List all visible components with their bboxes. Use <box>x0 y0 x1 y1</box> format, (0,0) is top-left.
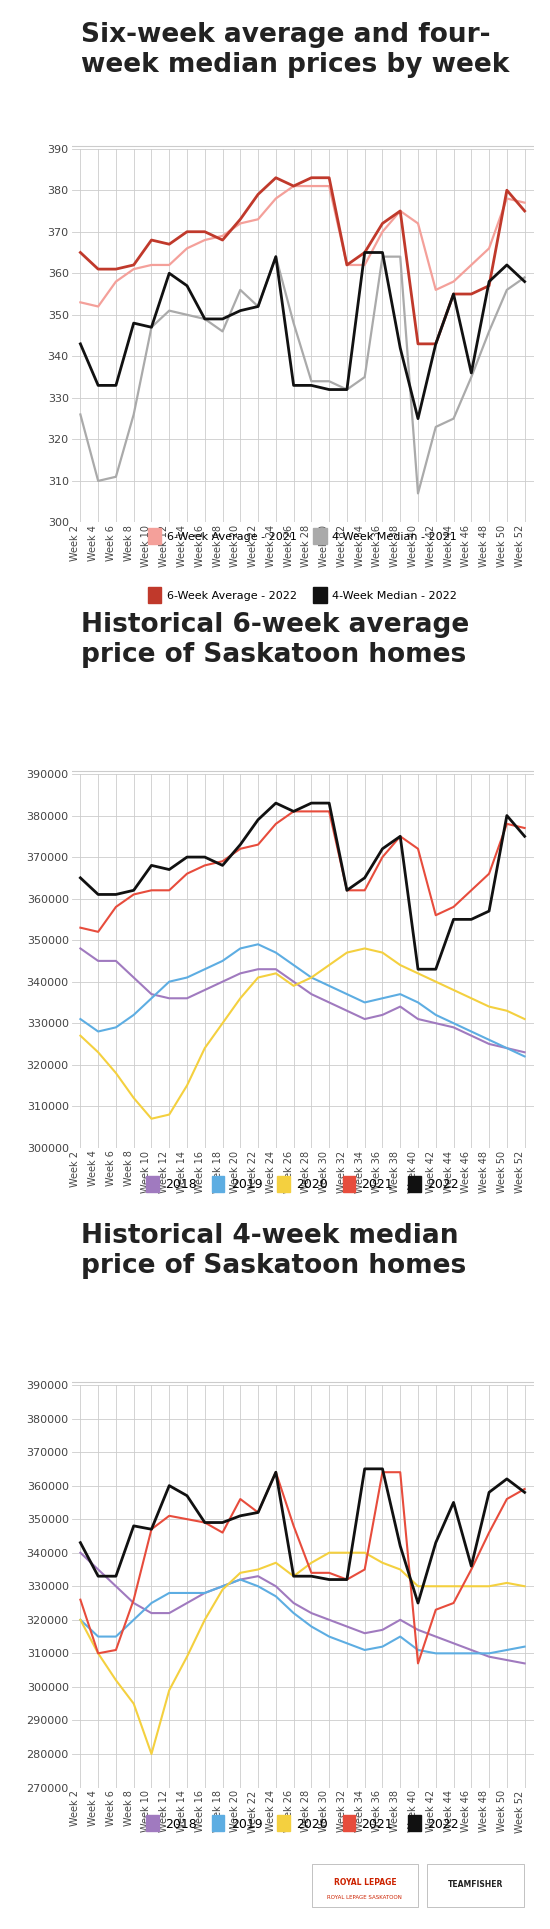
Legend: 2018, 2019, 2020, 2021, 2022: 2018, 2019, 2020, 2021, 2022 <box>141 1171 464 1196</box>
FancyBboxPatch shape <box>427 1865 524 1908</box>
FancyBboxPatch shape <box>312 1865 418 1908</box>
Text: ROYAL LEPAGE SASKATOON: ROYAL LEPAGE SASKATOON <box>327 1894 402 1900</box>
Text: Six-week average and four-
week median prices by week: Six-week average and four- week median p… <box>81 21 509 77</box>
Legend: 6-Week Average - 2022, 4-Week Median - 2022: 6-Week Average - 2022, 4-Week Median - 2… <box>144 583 461 608</box>
Text: Historical 6-week average
price of Saskatoon homes: Historical 6-week average price of Saska… <box>81 611 469 667</box>
Text: TEAMFISHER: TEAMFISHER <box>448 1881 503 1888</box>
Text: ROYAL LEPAGE: ROYAL LEPAGE <box>333 1877 396 1887</box>
Legend: 2018, 2019, 2020, 2021, 2022: 2018, 2019, 2020, 2021, 2022 <box>141 1811 464 1836</box>
Text: Historical 4-week median
price of Saskatoon homes: Historical 4-week median price of Saskat… <box>81 1223 466 1279</box>
